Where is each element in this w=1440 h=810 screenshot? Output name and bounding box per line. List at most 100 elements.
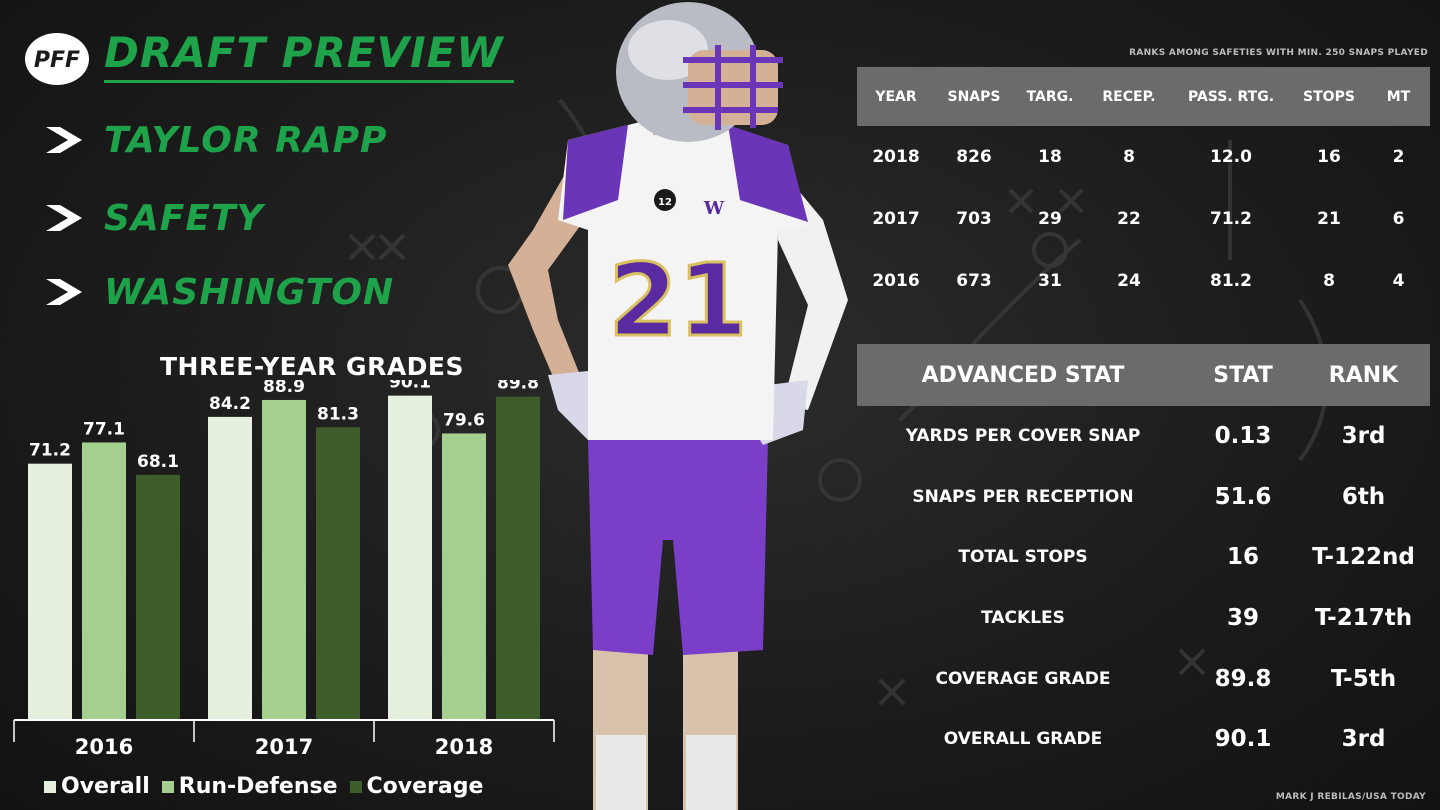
bar-run-defense-2018 (442, 433, 486, 720)
category-label-2017: 2017 (255, 735, 313, 759)
cell-passer-rating: 81.2 (1210, 271, 1252, 291)
cell-year: 2016 (872, 271, 920, 291)
table-row: TOTAL STOPS 16 T-122nd (857, 527, 1430, 588)
legend-item-run-defense: Run-Defense (161, 774, 338, 799)
bar-coverage-2016 (136, 474, 180, 720)
table-row: TACKLES 39 T-217th (857, 588, 1430, 649)
chart-title: THREE-YEAR GRADES (159, 352, 465, 381)
legend-label-run-defense: Run-Defense (178, 774, 338, 799)
player-right-sock (686, 735, 736, 810)
cell-rank: 3rd (1341, 726, 1386, 753)
header-targets: TARG. (1026, 88, 1074, 105)
category-label-2016: 2016 (75, 735, 133, 759)
bar-run-defense-2016 (82, 442, 126, 720)
position-row: SAFETY (44, 196, 264, 240)
category-label-2018: 2018 (435, 735, 493, 759)
season-stats-header: YEAR SNAPS TARG. RECEP. PASS. RTG. STOPS… (857, 67, 1430, 126)
season-stats-table: YEAR SNAPS TARG. RECEP. PASS. RTG. STOPS… (857, 67, 1430, 312)
title-underline (104, 80, 514, 83)
cell-receptions: 22 (1117, 209, 1141, 229)
cell-targets: 18 (1038, 147, 1062, 167)
conference-patch-text: 12 (658, 197, 672, 208)
header-passer-rating: PASS. RTG. (1187, 88, 1275, 105)
jersey-letter: W (703, 198, 725, 219)
cell-missed-tackles: 2 (1392, 147, 1405, 167)
player-position: SAFETY (104, 197, 264, 239)
jersey-number: 21 (608, 242, 747, 359)
cell-targets: 29 (1038, 209, 1062, 229)
legend-label-overall: Overall (61, 774, 150, 799)
player-pants (588, 440, 768, 655)
header-snaps: SNAPS (947, 88, 1001, 105)
bar-value-label: 90.1 (389, 380, 431, 393)
header-advanced-stat: ADVANCED STAT (921, 362, 1125, 388)
bar-value-label: 88.9 (263, 380, 305, 397)
cell-stat-name: COVERAGE GRADE (935, 668, 1111, 689)
header-receptions: RECEP. (1102, 88, 1156, 105)
cell-stat-value: 51.6 (1214, 483, 1272, 510)
grades-bar-chart: 71.2 77.1 68.1 2016 84.2 88.9 81.3 2017 90.1 79.6… (13, 380, 555, 759)
school-row: WASHINGTON (44, 270, 394, 314)
bar-value-label: 89.8 (497, 380, 539, 394)
cell-rank: T-217th (1314, 605, 1413, 632)
advanced-stats-header: ADVANCED STAT STAT RANK (857, 344, 1430, 406)
table-row: SNAPS PER RECEPTION 51.6 6th (857, 467, 1430, 528)
chevron-right-icon (46, 127, 82, 153)
ranks-note: RANKS AMONG SAFETIES WITH MIN. 250 SNAPS… (1129, 48, 1428, 58)
header-rank: RANK (1328, 362, 1399, 388)
bar-coverage-2017 (316, 427, 360, 720)
header-stat: STAT (1213, 362, 1273, 388)
cell-passer-rating: 12.0 (1210, 147, 1252, 167)
cell-stat-name: TOTAL STOPS (958, 547, 1088, 568)
player-name: TAYLOR RAPP (104, 119, 388, 161)
cell-missed-tackles: 4 (1392, 271, 1405, 291)
legend-swatch-run-defense (161, 780, 174, 793)
legend-item-coverage: Coverage (349, 774, 484, 799)
cell-snaps: 826 (956, 147, 992, 167)
advanced-stats-table: ADVANCED STAT STAT RANK YARDS PER COVER … (857, 344, 1430, 770)
cell-year: 2018 (872, 147, 920, 167)
player-school: WASHINGTON (104, 271, 395, 313)
cell-rank: 6th (1341, 483, 1386, 510)
chevron-right-icon (46, 279, 82, 305)
cell-stat-name: SNAPS PER RECEPTION (912, 486, 1134, 507)
cell-stat-value: 16 (1226, 544, 1259, 571)
cell-stops: 16 (1317, 147, 1341, 167)
cell-receptions: 8 (1123, 147, 1135, 167)
header-year: YEAR (875, 88, 917, 105)
cell-stat-value: 0.13 (1214, 423, 1272, 450)
cell-stat-value: 89.8 (1214, 665, 1272, 692)
legend-label-coverage: Coverage (366, 774, 484, 799)
bar-value-label: 68.1 (137, 452, 179, 472)
cell-year: 2017 (872, 209, 920, 229)
cell-stops: 8 (1323, 271, 1335, 291)
table-row: OVERALL GRADE 90.1 3rd (857, 709, 1430, 770)
player-left-sock (596, 735, 646, 810)
cell-stops: 21 (1317, 209, 1341, 229)
header-missed-tackles: MT (1386, 88, 1411, 105)
player-photo: 21 W 12 (508, 2, 848, 810)
bar-value-label: 79.6 (443, 410, 485, 430)
cell-passer-rating: 71.2 (1210, 209, 1252, 229)
cell-rank: T-122nd (1312, 544, 1415, 571)
bar-overall-2016 (28, 463, 72, 720)
player-right-shoulder (728, 125, 808, 222)
cell-rank: 3rd (1341, 423, 1386, 450)
bar-value-label: 84.2 (209, 394, 251, 414)
table-row: 2018 826 18 8 12.0 16 2 (857, 126, 1430, 188)
cell-snaps: 673 (956, 271, 992, 291)
helmet-facemask (683, 45, 783, 130)
player-left-shoulder (563, 125, 628, 220)
cell-receptions: 24 (1117, 271, 1141, 291)
bar-value-label: 81.3 (317, 404, 359, 424)
cell-targets: 31 (1038, 271, 1062, 291)
cell-snaps: 703 (956, 209, 992, 229)
cell-stat-name: TACKLES (981, 608, 1065, 629)
bar-run-defense-2017 (262, 399, 306, 720)
cell-stat-name: OVERALL GRADE (943, 729, 1103, 750)
chevron-right-icon (46, 205, 82, 231)
bar-overall-2017 (208, 416, 252, 720)
photo-credit: MARK J REBILAS/USA TODAY (1275, 792, 1426, 802)
table-row: 2016 673 31 24 81.2 8 4 (857, 250, 1430, 312)
legend-swatch-overall (44, 780, 56, 793)
